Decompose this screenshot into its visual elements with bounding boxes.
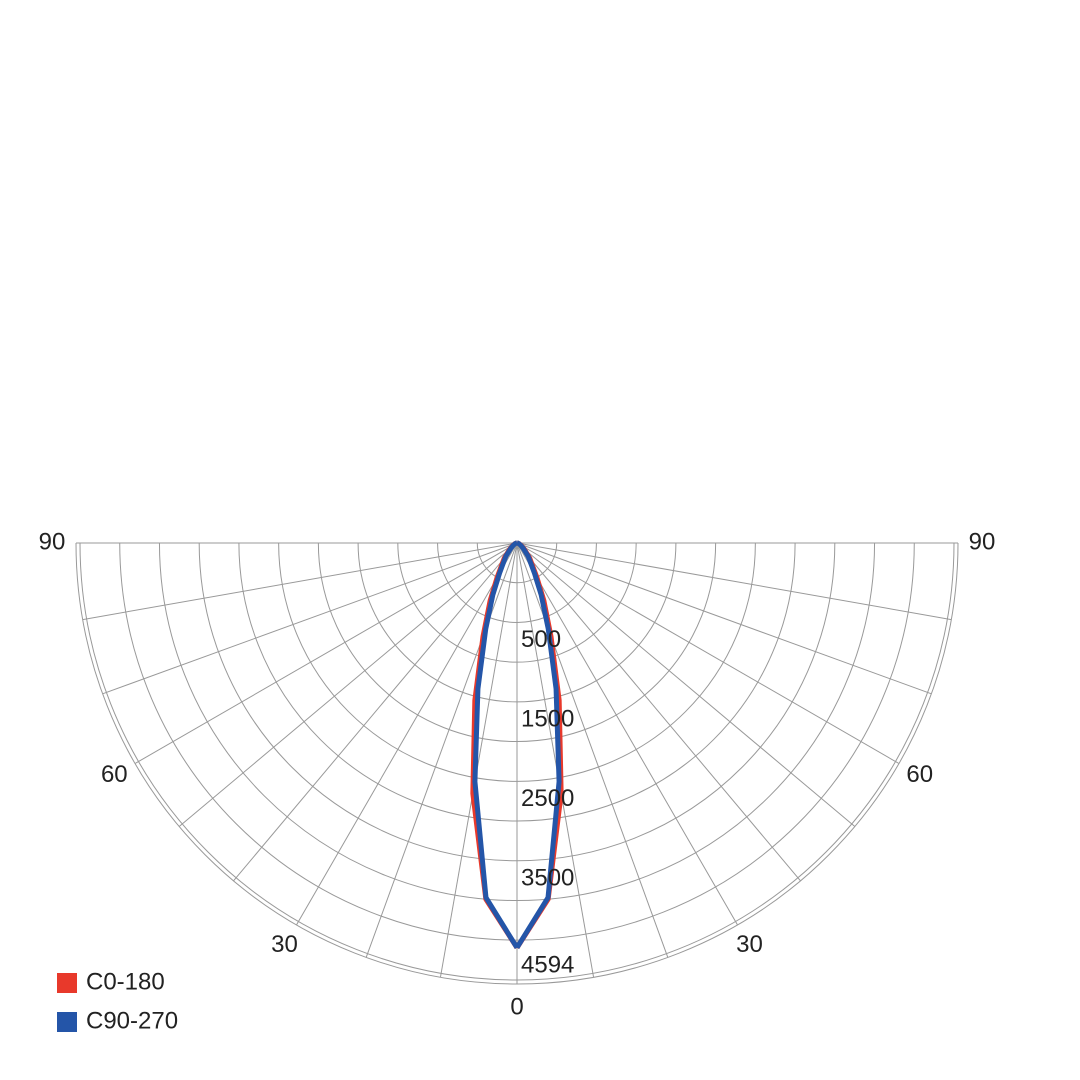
angle-label: 60 xyxy=(906,761,933,788)
legend-swatch xyxy=(57,1012,77,1032)
grid-spoke xyxy=(102,542,518,695)
legend-swatch xyxy=(57,973,77,993)
r-tick-label: 1500 xyxy=(521,706,574,733)
grid-spoke xyxy=(134,542,518,764)
grid-spoke xyxy=(82,542,518,621)
grid-spoke xyxy=(516,542,952,621)
grid-spoke xyxy=(296,542,518,926)
grid-spoke xyxy=(516,542,595,978)
grid-spoke xyxy=(516,542,801,882)
r-tick-label: 4594 xyxy=(521,951,574,978)
series-line xyxy=(514,540,562,950)
legend-label: C90-270 xyxy=(86,1007,178,1034)
grid-spoke xyxy=(516,542,932,695)
grid-spoke xyxy=(233,542,518,882)
grid-spoke xyxy=(516,542,900,764)
r-tick-label: 3500 xyxy=(521,864,574,891)
angle-label: 0 xyxy=(510,993,523,1020)
grid-spoke xyxy=(516,542,669,958)
r-tick-label: 2500 xyxy=(521,785,574,812)
angle-label: 30 xyxy=(271,931,298,958)
angle-label: 90 xyxy=(39,528,66,555)
grid-spoke xyxy=(516,542,738,926)
r-tick-label: 500 xyxy=(521,626,561,653)
grid-spoke xyxy=(516,542,856,827)
angle-label: 90 xyxy=(969,528,996,555)
grid-spoke xyxy=(365,542,518,958)
series-line xyxy=(472,540,520,950)
grid-spoke xyxy=(178,542,518,827)
angle-label: 60 xyxy=(101,761,128,788)
legend-label: C0-180 xyxy=(86,968,165,995)
grid-spoke xyxy=(439,542,518,978)
angle-label: 30 xyxy=(736,931,763,958)
